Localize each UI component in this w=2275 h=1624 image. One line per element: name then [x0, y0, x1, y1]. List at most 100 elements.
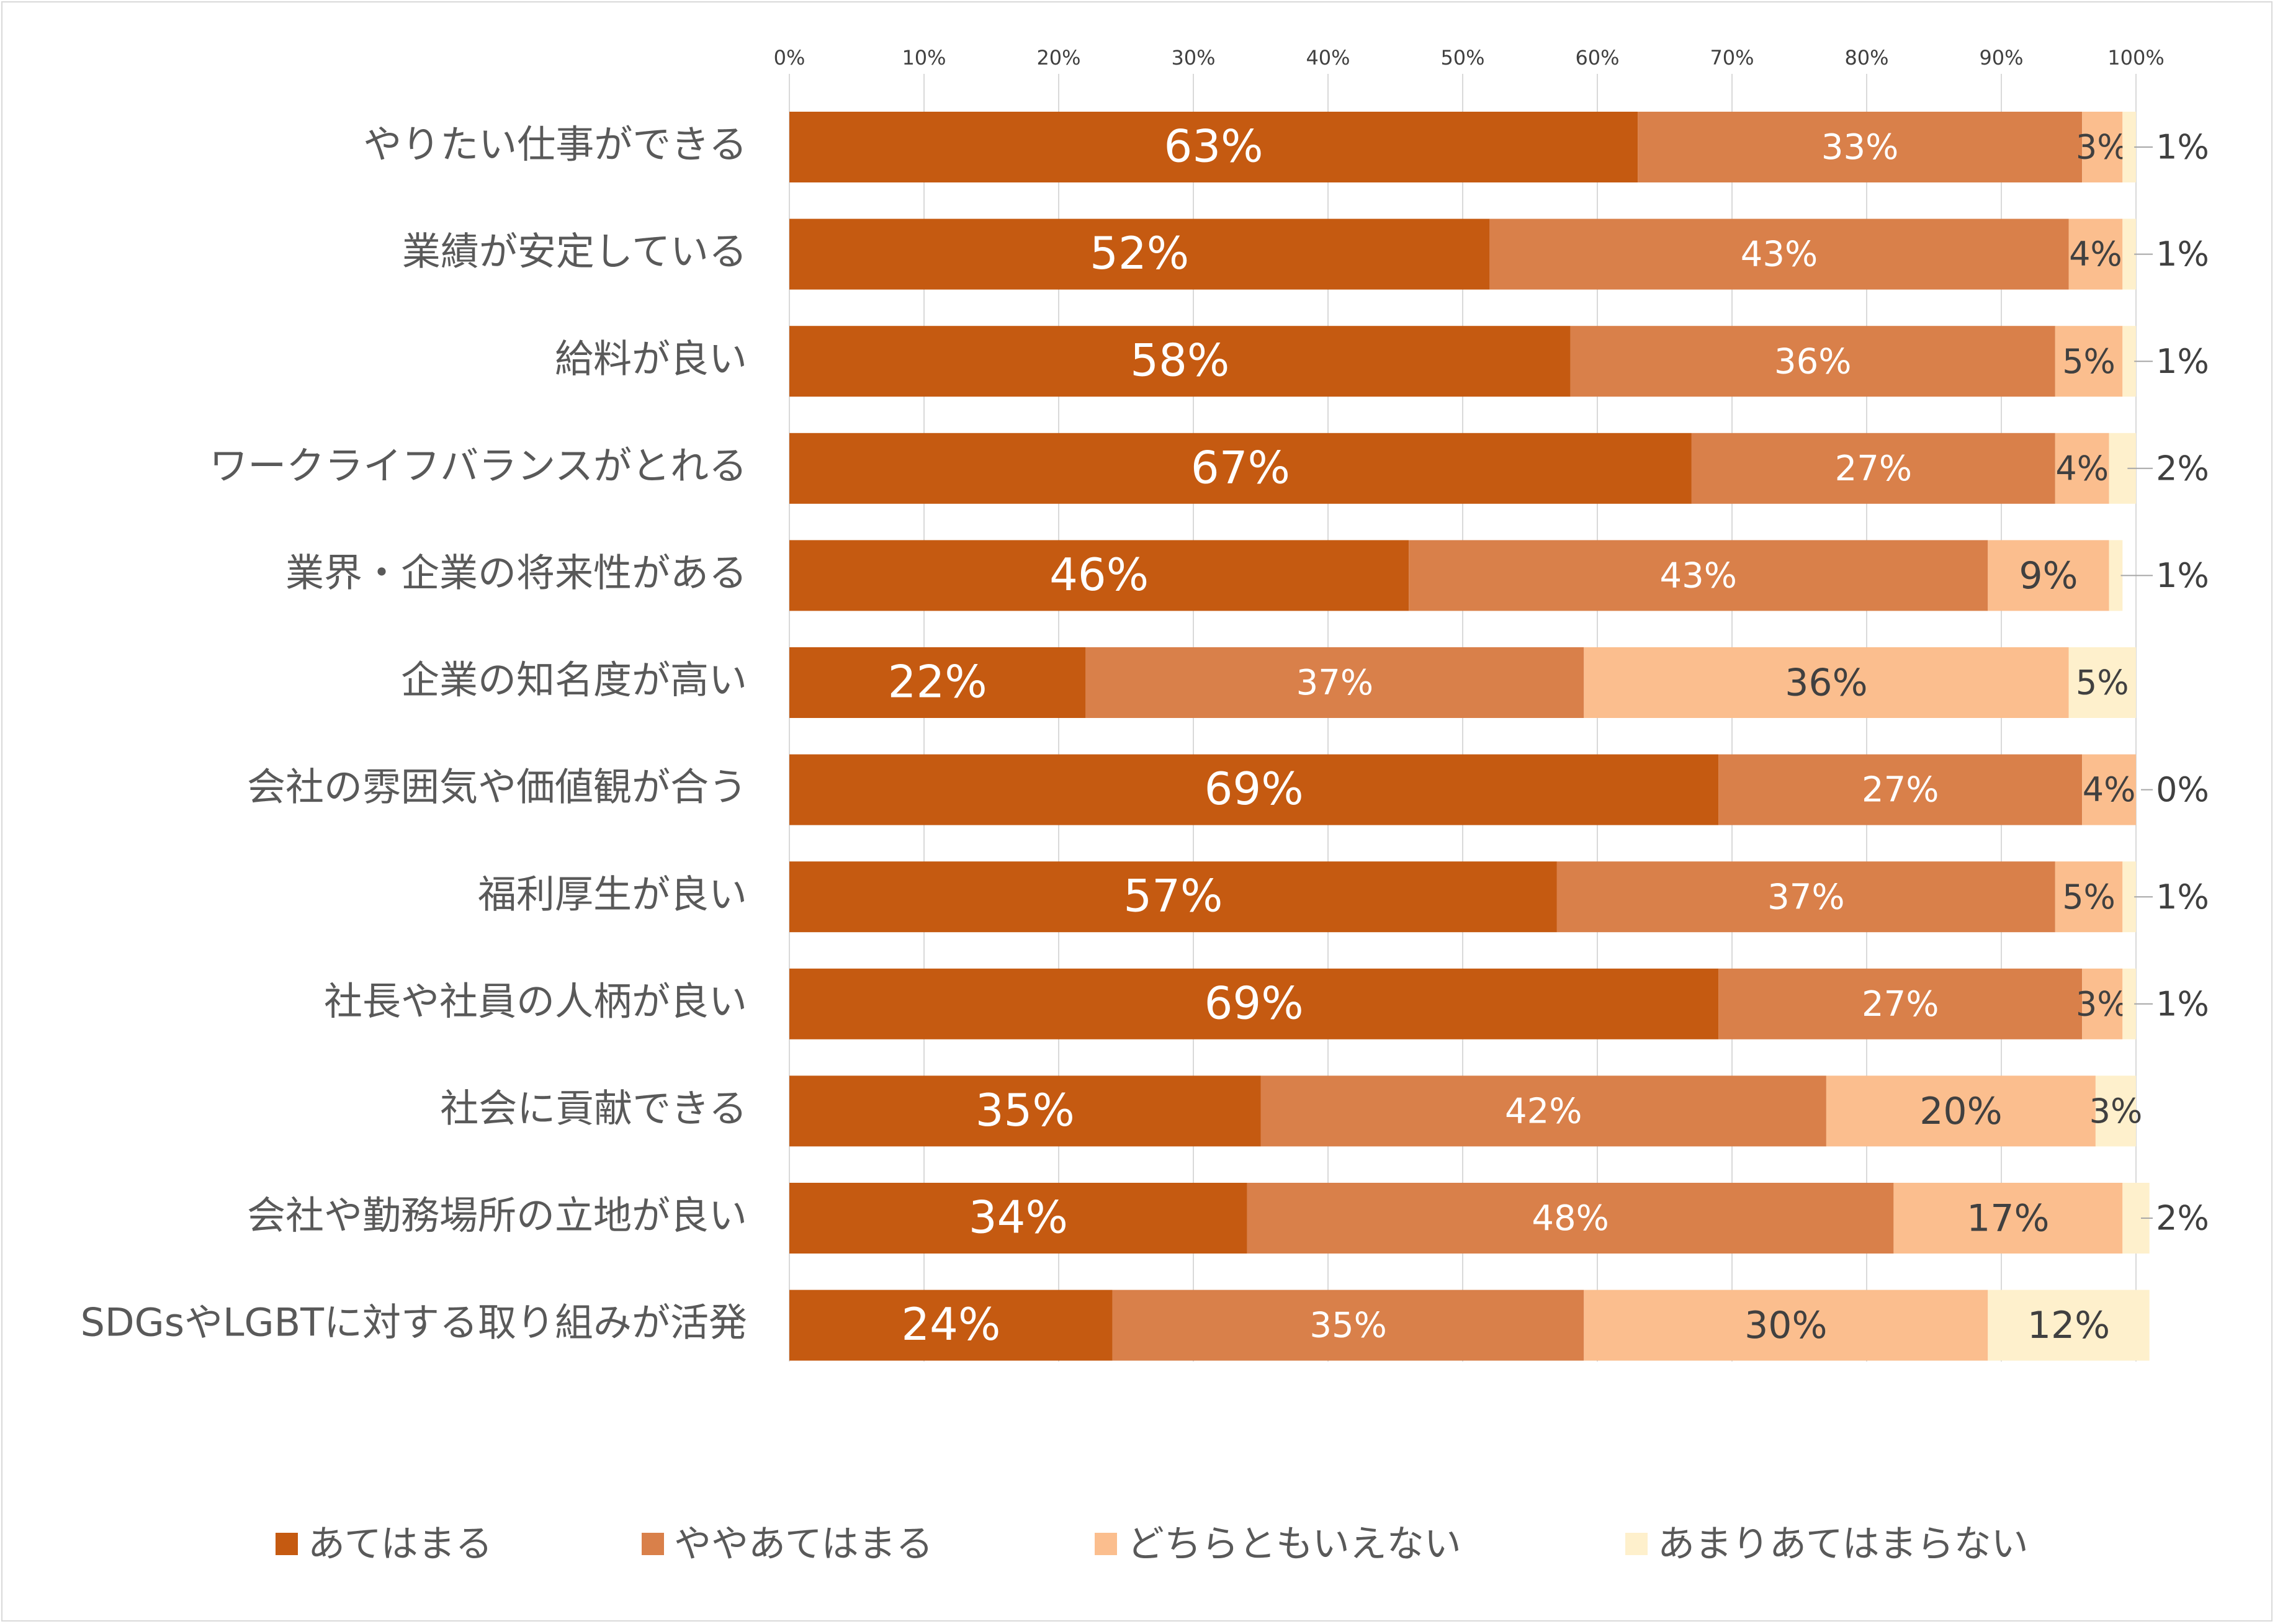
category-label: やりたい仕事ができる	[363, 122, 747, 167]
x-tick-label: 30%	[1171, 46, 1215, 70]
bar-segment	[2122, 861, 2136, 933]
data-label: 35%	[1309, 1306, 1386, 1346]
data-label: 1%	[2156, 128, 2209, 167]
bar-segment	[1260, 1075, 1826, 1147]
data-label: 34%	[969, 1191, 1068, 1244]
bar-segment	[1691, 433, 2055, 504]
data-label: 27%	[1835, 449, 1912, 489]
category-label: 社会に貢献できる	[440, 1085, 747, 1131]
category-label: 業績が安定している	[402, 229, 747, 274]
data-label: 24%	[901, 1298, 1000, 1350]
bar-segment	[789, 861, 1557, 933]
legend-swatch	[1625, 1533, 1648, 1555]
data-label: 27%	[1862, 770, 1939, 810]
bar-segment	[789, 112, 1638, 182]
bar-segment	[789, 968, 1719, 1039]
bar-segment	[1826, 1075, 2096, 1147]
data-label: 30%	[1744, 1304, 1827, 1347]
data-label: 58%	[1130, 334, 1229, 387]
bar-segment	[2122, 968, 2136, 1039]
x-tick-label: 20%	[1036, 46, 1080, 70]
data-label: 69%	[1205, 977, 1304, 1029]
data-label: 3%	[2076, 984, 2129, 1023]
bar-segment	[2122, 326, 2136, 397]
bar-segment	[1718, 754, 2083, 825]
category-label: 給料が良い	[555, 336, 747, 381]
data-label: 33%	[1821, 127, 1898, 168]
legend-label: あまりあてはまらない	[1658, 1523, 2029, 1566]
bar-segment	[1489, 218, 2069, 290]
data-label: 22%	[888, 656, 987, 708]
data-label: 48%	[1532, 1198, 1609, 1239]
data-label: 5%	[2062, 342, 2116, 381]
bar-segment	[2082, 112, 2123, 182]
data-label: 1%	[2156, 877, 2209, 917]
bar-segment	[789, 647, 1086, 718]
bar-segment	[1988, 1290, 2150, 1361]
bar-segment	[2068, 218, 2123, 290]
data-label: 57%	[1123, 870, 1223, 922]
bar-segment	[789, 1075, 1261, 1147]
x-tick-label: 70%	[1710, 46, 1754, 70]
data-label: 5%	[2076, 663, 2129, 702]
bar-segment	[789, 326, 1571, 397]
bar-segment	[1718, 968, 2083, 1039]
bar-segment	[2122, 218, 2136, 290]
x-tick-label: 50%	[1440, 46, 1484, 70]
bar-segment	[2055, 433, 2109, 504]
data-label: 20%	[1919, 1090, 2002, 1133]
data-label: 35%	[976, 1084, 1075, 1136]
category-label: 業界・企業の将来性がある	[285, 550, 747, 595]
legend-label: どちらともいえない	[1127, 1523, 1461, 1566]
x-tick-label: 60%	[1575, 46, 1619, 70]
category-label: 会社や勤務場所の立地が良い	[247, 1193, 747, 1238]
x-tick-label: 100%	[2107, 46, 2164, 70]
legend-swatch	[642, 1533, 664, 1555]
data-label: 36%	[1785, 662, 1867, 705]
data-label: 46%	[1049, 549, 1149, 601]
bar-segment	[2055, 326, 2123, 397]
bar-segment	[2082, 968, 2123, 1039]
data-label: 3%	[2076, 128, 2129, 167]
bar-segment	[789, 218, 1490, 290]
data-label: 4%	[2083, 770, 2136, 809]
data-label: 63%	[1164, 120, 1263, 173]
legend-label: ややあてはまる	[674, 1523, 933, 1566]
x-tick-label: 0%	[774, 46, 805, 70]
bar-segment	[1570, 326, 2055, 397]
bar-segment	[789, 433, 1692, 504]
bar-segment	[789, 540, 1409, 611]
data-label: 2%	[2156, 449, 2209, 488]
bar-segment	[1247, 1183, 1894, 1254]
x-tick-label: 40%	[1306, 46, 1350, 70]
bar-segment	[1638, 112, 2083, 182]
x-tick-label: 80%	[1844, 46, 1888, 70]
bar-segment	[1584, 1290, 1988, 1361]
x-axis-ticks: 0% 10% 20% 30% 40% 50% 60% 70% 80% 90% 100%	[774, 46, 2165, 70]
data-label: 0%	[2156, 770, 2209, 809]
bar-segment	[1893, 1183, 2123, 1254]
data-label: 67%	[1191, 441, 1290, 493]
data-label: 36%	[1774, 341, 1851, 382]
data-label: 37%	[1767, 877, 1844, 917]
bars: 63% 33% 3% 1% 52% 43% 4% 1% 58% 36% 5% 1% 67% 27% 4% 2%…	[789, 112, 2209, 1361]
data-label: 42%	[1505, 1092, 1582, 1132]
bar-segment	[789, 1183, 1247, 1254]
legend-swatch	[1095, 1533, 1117, 1555]
data-label: 1%	[2156, 556, 2209, 595]
bar-segment	[1584, 647, 2069, 718]
x-tick-label: 10%	[902, 46, 946, 70]
x-tick-label: 90%	[1979, 46, 2023, 70]
legend-label: あてはまる	[308, 1523, 493, 1566]
bar-segment	[2055, 861, 2123, 933]
bar-segment	[2122, 112, 2136, 182]
bar-segment	[2095, 1075, 2136, 1147]
bar-segment	[2082, 754, 2136, 825]
data-label: 4%	[2069, 235, 2122, 274]
bar-segment	[1409, 540, 1988, 611]
bar-segment	[1112, 1290, 1584, 1361]
data-label: 2%	[2156, 1199, 2209, 1238]
data-label: 27%	[1862, 984, 1939, 1025]
